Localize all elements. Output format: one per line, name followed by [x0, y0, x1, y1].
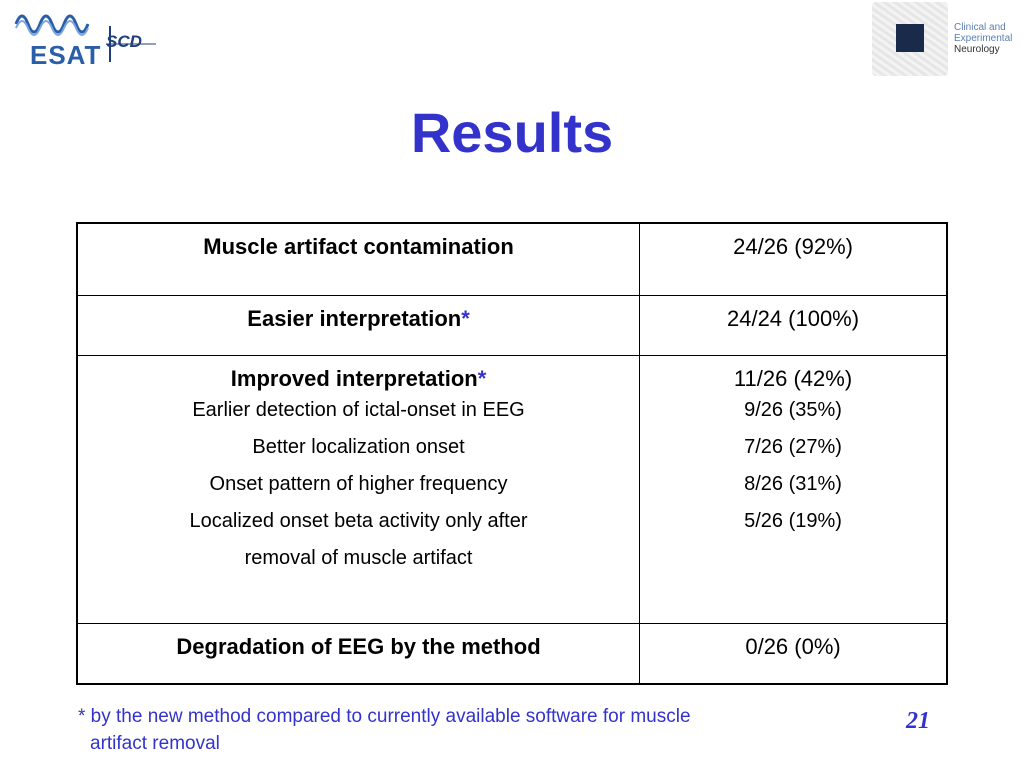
slide-title: Results: [410, 101, 614, 164]
sub-item-value: 7/26 (27%): [744, 436, 842, 458]
sub-item-label: Onset pattern of higher frequency: [209, 473, 508, 495]
sub-item-value: 8/26 (31%): [744, 473, 842, 495]
row-label: Easier interpretation*: [247, 306, 470, 331]
scd-line-icon: [106, 26, 156, 62]
row-value: 24/26 (92%): [733, 234, 853, 259]
footnote-line-1: * by the new method compared to currentl…: [78, 706, 691, 727]
sub-item-value: 9/26 (35%): [744, 399, 842, 421]
row-value-cell: 11/26 (42%) 9/26 (35%) 7/26 (27%) 8/26 (…: [639, 355, 948, 624]
footnote-line-2: artifact removal: [90, 733, 220, 754]
row-label-cell: Muscle artifact contamination: [76, 222, 641, 296]
sub-item-label: removal of muscle artifact: [244, 547, 473, 569]
table-row: Improved interpretation* Earlier detecti…: [76, 355, 948, 624]
sub-item-label: Better localization onset: [252, 436, 465, 458]
neuron-icon: [896, 24, 924, 52]
scd-logo-text: SCD: [106, 32, 142, 51]
esat-logo-text: ESAT: [30, 40, 102, 70]
esat-logo: ESAT SCD: [14, 6, 156, 70]
table-row: Easier interpretation* 24/24 (100%): [76, 295, 948, 356]
row-value-cell: 24/24 (100%): [639, 295, 948, 356]
table-row: Degradation of EEG by the method 0/26 (0…: [76, 623, 948, 685]
row-value-cell: 24/26 (92%): [639, 222, 948, 296]
row-label-cell: Easier interpretation*: [76, 295, 641, 356]
row-label: Degradation of EEG by the method: [176, 634, 541, 659]
sub-item-label: Localized onset beta activity only after: [189, 510, 528, 532]
row-value: 11/26 (42%): [733, 366, 853, 391]
row-value: 24/24 (100%): [726, 306, 860, 331]
row-label-cell: Improved interpretation* Earlier detecti…: [76, 355, 641, 624]
row-label-cell: Degradation of EEG by the method: [76, 623, 641, 685]
cen-logo-text: Clinical and Experimental Neurology: [954, 22, 1013, 55]
sub-item-value: 5/26 (19%): [744, 510, 842, 532]
row-value-cell: 0/26 (0%): [639, 623, 948, 685]
footnote-star: *: [461, 306, 470, 331]
row-label: Muscle artifact contamination: [203, 234, 514, 259]
sub-item-label: Earlier detection of ictal-onset in EEG: [192, 399, 525, 421]
footnote: * by the new method compared to currentl…: [78, 703, 838, 757]
wave-icon: [14, 14, 90, 36]
results-table: Muscle artifact contamination 24/26 (92%…: [76, 222, 948, 685]
page-number: 21: [906, 708, 930, 734]
row-value: 0/26 (0%): [745, 634, 841, 659]
footnote-star: *: [477, 366, 487, 391]
table-row: Muscle artifact contamination 24/26 (92%…: [76, 222, 948, 296]
cen-logo: Clinical and Experimental Neurology: [872, 2, 1022, 78]
row-label: Improved interpretation*: [230, 366, 487, 391]
